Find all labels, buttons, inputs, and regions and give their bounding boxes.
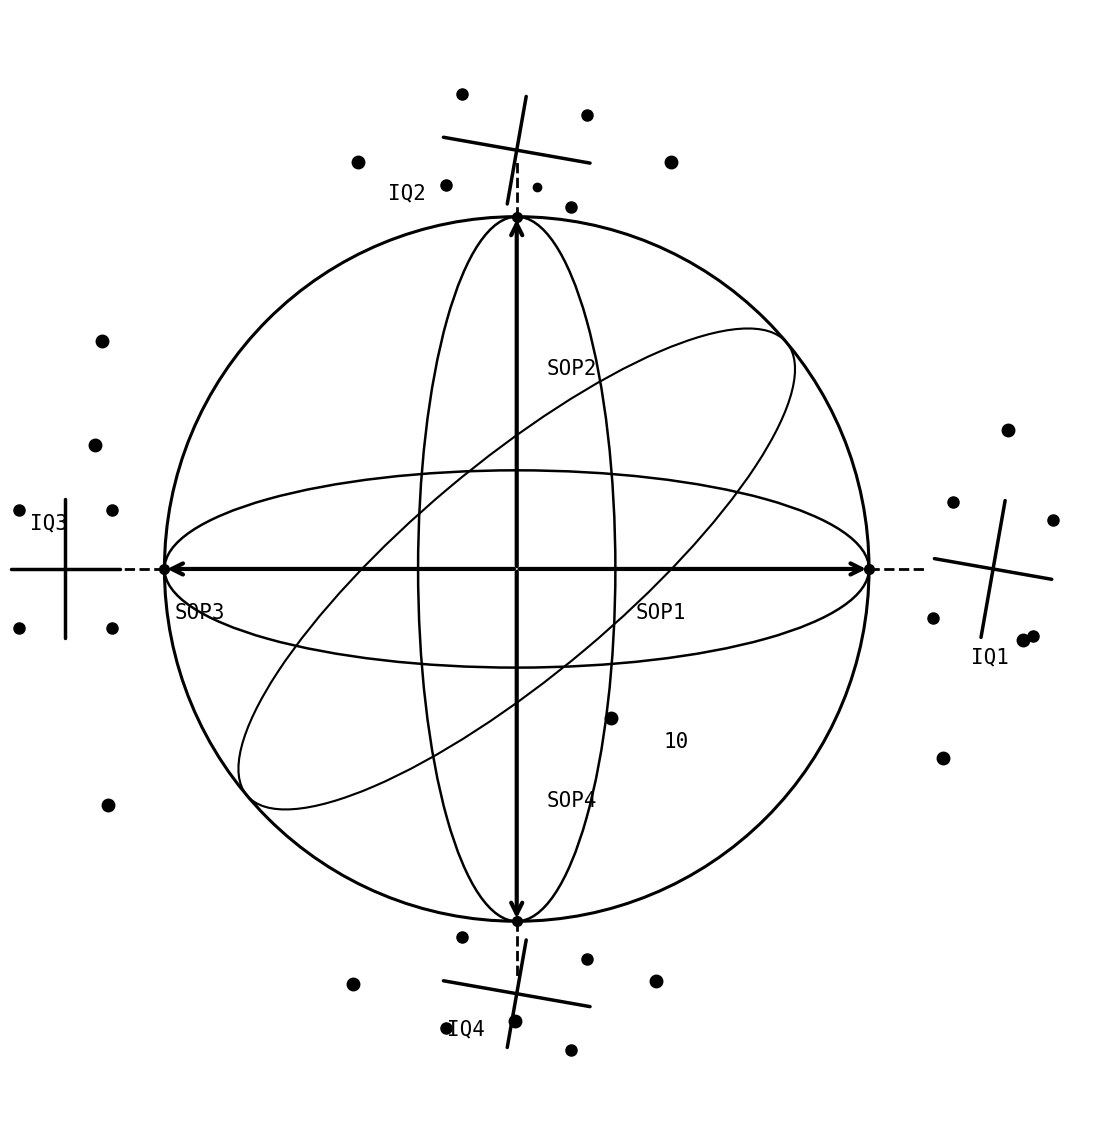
Text: IQ3: IQ3 [31,513,69,534]
Text: 10: 10 [663,732,689,751]
Text: IQ2: IQ2 [388,184,425,204]
Text: SOP1: SOP1 [636,602,686,623]
Text: SOP4: SOP4 [546,791,597,811]
Text: IQ4: IQ4 [447,1020,485,1039]
Text: IQ1: IQ1 [972,647,1009,668]
Text: SOP2: SOP2 [546,360,597,379]
Text: SOP3: SOP3 [175,602,225,623]
